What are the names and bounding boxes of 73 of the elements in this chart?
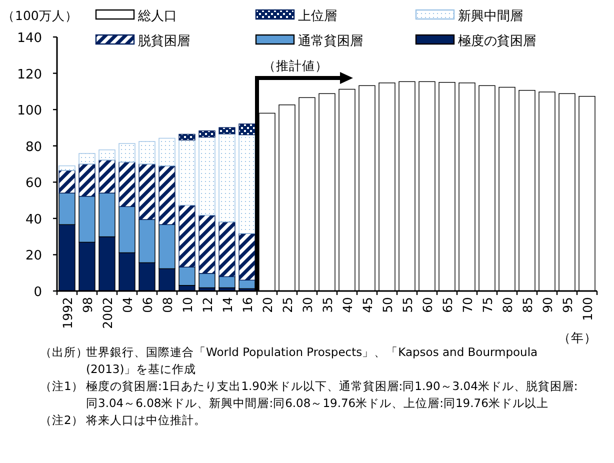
x-tick-label: 2002 [100, 297, 115, 329]
bar [198, 130, 216, 138]
bar [158, 138, 176, 166]
x-tick-label: 16 [240, 296, 255, 313]
x-tick-label: 1992 [60, 297, 75, 329]
legend-label: 極度の貧困層 [458, 33, 536, 49]
legend-label: 総人口 [137, 9, 177, 24]
y-tick-label: 60 [25, 176, 42, 192]
y-tick-label: 20 [25, 248, 42, 264]
bar [178, 140, 196, 206]
x-tick-label: 95 [560, 297, 575, 313]
y-tick-label: 100 [17, 104, 42, 119]
bar [218, 134, 236, 222]
text: （出所）世界銀行、国際連合「World Population Prospects」、「Kapsos and Bourmpoula (2013)」を基に作成 [40, 345, 538, 376]
y-axis-title: （100万人） [2, 8, 78, 23]
x-tick-label: 40 [340, 296, 355, 313]
x-tick-label: 14 [220, 296, 235, 313]
x-tick-label: 35 [320, 297, 335, 313]
legend-label: 脱貧困層 [138, 34, 190, 49]
x-tick-label: 85 [520, 297, 535, 313]
bar [198, 214, 216, 274]
bar [238, 233, 256, 280]
bar [178, 134, 196, 140]
x-tick-label: 80 [500, 296, 515, 313]
bar [58, 165, 76, 171]
text: （注2）将来人口は中位推計。 [40, 413, 206, 427]
bar [178, 204, 196, 268]
x-axis-title: （年） [558, 330, 597, 345]
y-tick-label: 0 [34, 285, 42, 300]
x-tick-label: 10 [180, 296, 195, 313]
x-tick-label: 04 [120, 296, 135, 313]
bar [98, 160, 116, 194]
x-tick-label: 08 [160, 296, 175, 313]
x-tick-label: 75 [480, 297, 495, 313]
x-tick-label: 06 [140, 296, 155, 313]
bar [118, 162, 136, 207]
x-tick-label: 60 [420, 296, 435, 313]
bar [218, 127, 236, 134]
bar [58, 170, 76, 194]
text: （注1）極度の貧困層:1日あたり支出1.90米ドル以下、通常貧困層:同1.90～3.04米ドル、脱貧困層:同3.04～6.08米ドル、新興中間層:同6.08～19.76米ドル、上位層:同19.76米ドル以上 [40, 379, 578, 410]
y-tick-label: 80 [25, 140, 42, 155]
x-tick-label: 20 [260, 296, 275, 313]
x-tick-label: 12 [200, 297, 215, 313]
x-tick-label: 55 [400, 297, 415, 313]
y-tick-label: 140 [17, 31, 42, 46]
x-tick-label: 30 [300, 296, 315, 313]
x-tick-label: 50 [380, 296, 395, 313]
x-tick-label: 98 [80, 296, 95, 313]
bar [218, 276, 236, 288]
bar [218, 222, 236, 278]
bar [238, 134, 256, 234]
y-tick-label: 40 [25, 212, 42, 228]
y-tick-label: 120 [17, 67, 42, 82]
annotation: （推計値） [263, 58, 328, 73]
bar [78, 153, 96, 164]
bar [198, 136, 216, 216]
bar [198, 273, 216, 288]
bar [138, 141, 156, 164]
bar [238, 124, 256, 136]
legend-label: 通常貧困層 [298, 34, 363, 49]
x-tick-label: 90 [540, 296, 555, 313]
bar [158, 165, 176, 225]
x-tick-label: 25 [280, 297, 295, 313]
bar [138, 164, 156, 220]
legend-label: 上位層 [298, 9, 337, 24]
bar [78, 164, 96, 197]
x-tick-label: 65 [440, 297, 455, 313]
x-tick-label: 45 [360, 297, 375, 313]
x-tick-label: 70 [460, 296, 475, 313]
legend-label: 新興中間層 [458, 9, 523, 24]
bar [118, 143, 136, 162]
bar [98, 150, 116, 160]
x-tick-label: 100 [580, 296, 595, 321]
